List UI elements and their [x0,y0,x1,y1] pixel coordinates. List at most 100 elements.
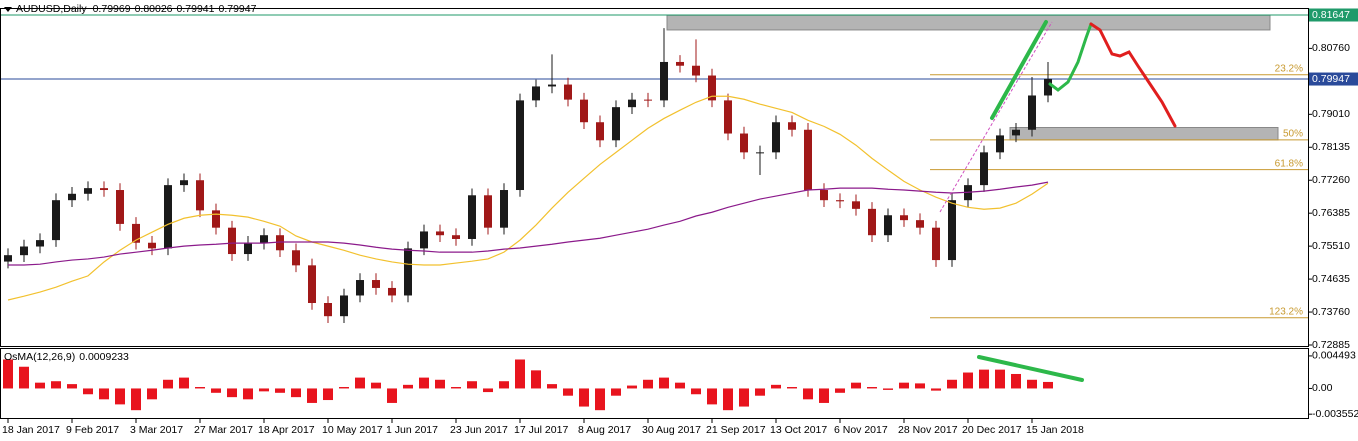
candle-body [820,190,828,201]
green-stroke [990,20,1048,120]
candle-body [52,200,60,241]
candle-body [4,255,12,262]
x-tick-label: 21 Sep 2017 [706,424,766,436]
candle-body [932,227,940,261]
candle-body [500,190,508,228]
quote-low: 0.79941 [177,3,215,15]
osma-bar [115,388,125,405]
menu-triangle[interactable] [4,7,12,12]
y-tick-label: 0.004493 [1312,350,1356,362]
osma-bar [307,388,317,403]
trend-line [939,21,1053,213]
candle-body [724,100,732,134]
candle-body [484,195,492,228]
candle-body [276,235,284,251]
osma-bar [691,388,701,395]
candle-body [420,231,428,249]
fib-label: 50% [1283,129,1303,140]
osma-bar [707,388,717,405]
osma-bar [803,388,813,400]
candle-body [292,250,300,266]
candle-body [260,235,268,243]
x-tick-label: 18 Apr 2017 [258,424,315,436]
y-tick-label: 0.80760 [1312,42,1350,54]
candle-body [36,240,44,247]
candle-body [244,242,252,255]
candle-body [84,188,92,194]
zone [1009,126,1279,141]
osma-bar [211,388,221,393]
candle-body [644,99,652,101]
osma-bar [323,388,333,401]
red-path [1089,22,1177,128]
x-tick-label: 20 Dec 2017 [962,424,1022,436]
candle-body [708,75,716,101]
candle-body [100,188,108,191]
x-tick-label: 1 Jun 2017 [386,424,438,436]
quote-high: 0.80026 [135,3,173,15]
x-tick-label: 10 May 2017 [322,424,383,436]
candle-body [548,84,556,87]
candle-body [452,235,460,239]
y-tick-label: 0.74635 [1312,273,1350,285]
symbol-title: AUDUSD,Daily [16,3,87,15]
candle-body [660,61,668,101]
osma-title: OsMA(12,26,9) [4,351,75,363]
osma-bar [259,388,269,392]
osma-bar [979,369,989,389]
osma-bar [851,382,861,389]
osma-bar [915,383,925,389]
osma-bar [35,382,45,389]
price-tag [1309,8,1358,22]
candle-body [340,295,348,317]
chart-header: AUDUSD,Daily 0.79969 0.80026 0.79941 0.79947 [16,3,257,15]
x-tick-label: 3 Mar 2017 [130,424,183,436]
price-tag-label: 0.79947 [1312,73,1350,85]
zone [666,14,1271,31]
quote-close: 0.79947 [219,3,257,15]
x-tick-label: 9 Feb 2017 [66,424,119,436]
x-tick-label: 30 Aug 2017 [642,424,701,436]
candle-body [676,61,684,66]
osma-bar [1043,381,1053,389]
candle-body [612,107,620,141]
osma-bar [739,388,749,407]
osma-bar [963,372,973,389]
osma-bar [675,382,685,389]
osma-bar [947,379,957,389]
fib-label: 123.2% [1269,306,1303,317]
candle-body [756,152,764,154]
osma-bar [291,388,301,398]
y-tick-label: 0.73760 [1312,306,1350,318]
osma-current: 0.0009233 [79,351,129,363]
candle-body [740,133,748,153]
osma-bar [3,359,13,389]
y-tick-label: 0.75510 [1312,240,1350,252]
candle-body [1044,78,1052,96]
osma-bar [227,388,237,398]
osma-bar [1011,373,1021,389]
osma-bar [67,384,77,389]
x-tick-label: 15 Jan 2018 [1026,424,1084,436]
candle-body [788,122,796,130]
osma-bar [931,388,941,391]
candle-body [132,223,140,243]
osma-bar [819,388,829,403]
candle-body [404,248,412,296]
y-tick-label: 0.77260 [1312,174,1350,186]
osma-bar [627,385,637,389]
osma-bar [563,388,573,396]
osma-bar [179,377,189,389]
osma-bar [51,381,61,389]
candle-body [836,200,844,202]
candle-body [1028,95,1036,130]
x-tick-label: 18 Jan 2017 [2,424,60,436]
osma-bar [387,388,397,403]
osma-bar [883,388,893,390]
osma-bar [867,387,877,389]
candle-body [596,122,604,141]
osma-bar [787,387,797,389]
candle-body [916,220,924,228]
